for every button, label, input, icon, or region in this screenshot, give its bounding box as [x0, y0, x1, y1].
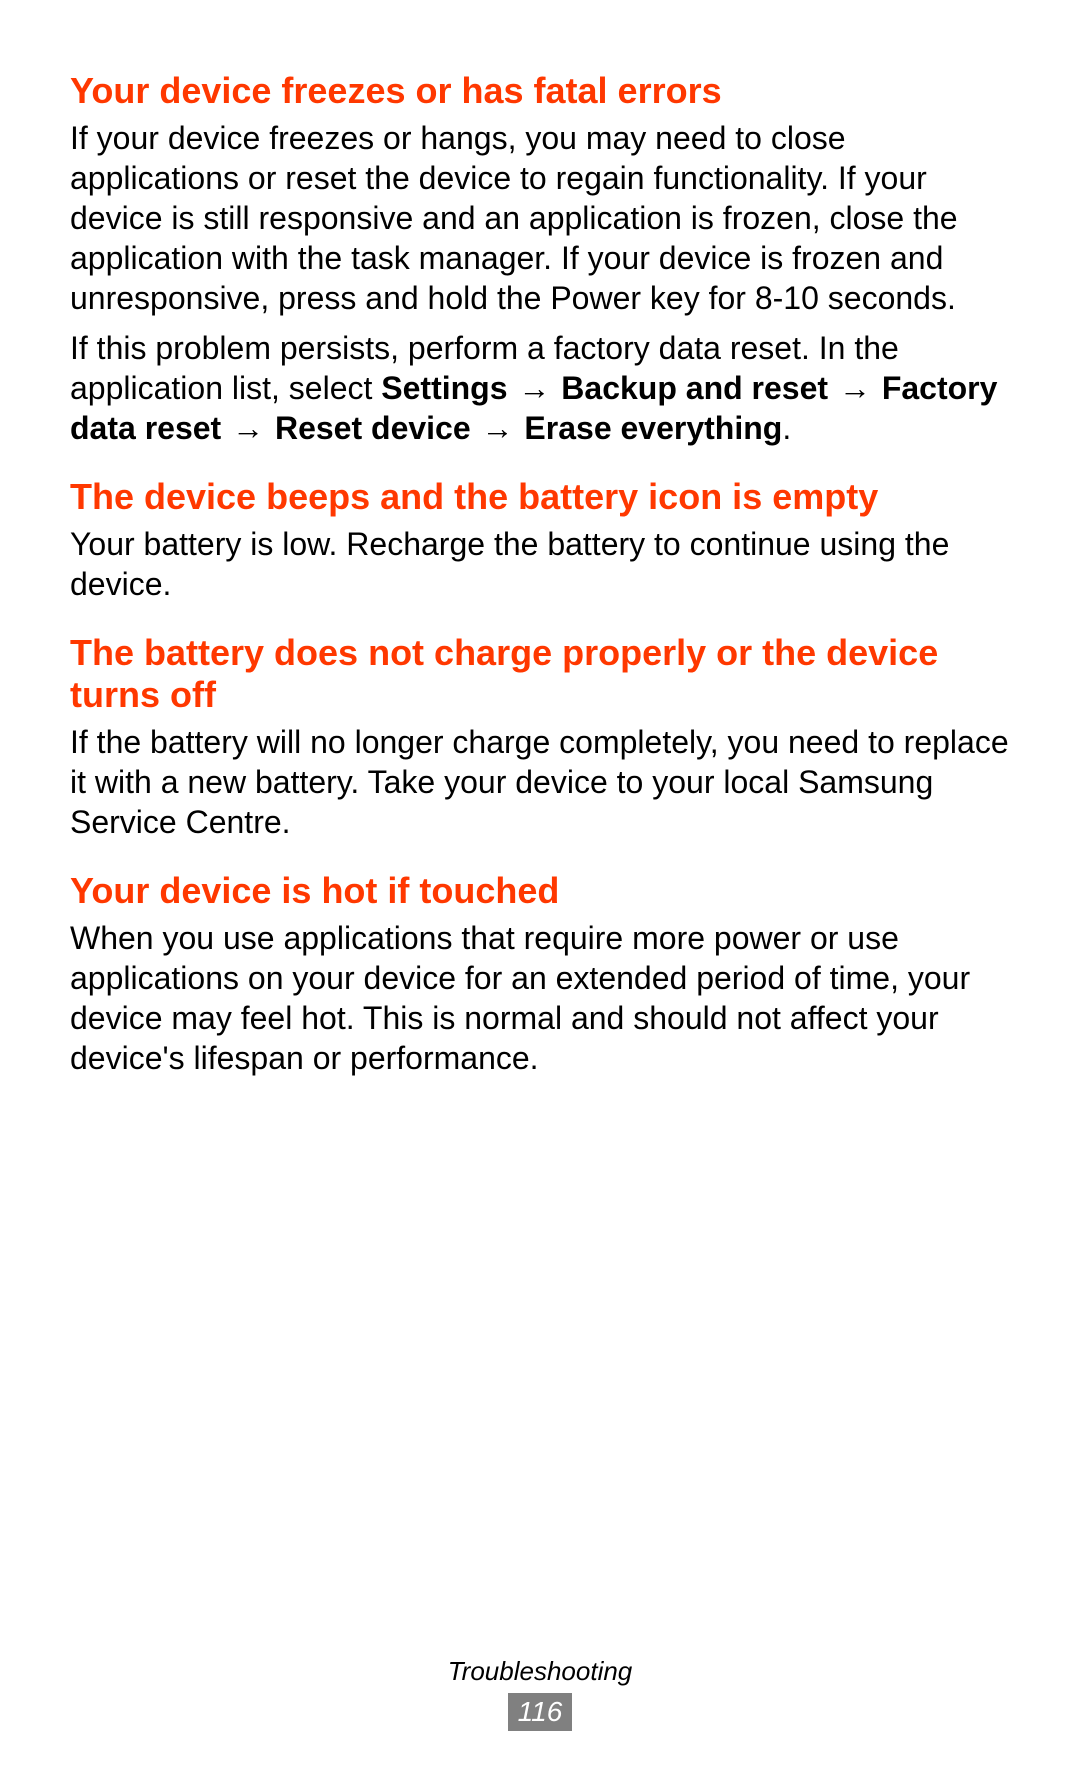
body-paragraph: If the battery will no longer charge com… — [70, 722, 1010, 842]
section-heading: The battery does not charge properly or … — [70, 632, 1010, 716]
arrow-icon: → — [516, 368, 552, 408]
arrow-icon: → — [837, 368, 873, 408]
text-run: Your battery is low. Recharge the batter… — [70, 526, 949, 602]
body-paragraph: Your battery is low. Recharge the batter… — [70, 524, 1010, 604]
page-content: Your device freezes or has fatal errors I… — [70, 70, 1010, 1078]
body-paragraph: If your device freezes or hangs, you may… — [70, 118, 1010, 318]
section-heading: Your device is hot if touched — [70, 870, 1010, 912]
text-run — [552, 370, 561, 406]
page-number-badge: 116 — [508, 1693, 573, 1731]
text-run: . — [782, 410, 791, 446]
page-footer: Troubleshooting 116 — [0, 1656, 1080, 1731]
text-run — [508, 370, 517, 406]
bold-run: Erase everything — [524, 410, 782, 446]
section-heading: Your device freezes or has fatal errors — [70, 70, 1010, 112]
text-run — [266, 410, 275, 446]
footer-section-name: Troubleshooting — [0, 1656, 1080, 1687]
section-heading: The device beeps and the battery icon is… — [70, 476, 1010, 518]
body-paragraph: If this problem persists, perform a fact… — [70, 328, 1010, 448]
bold-run: Settings — [381, 370, 507, 406]
text-run: If the battery will no longer charge com… — [70, 724, 1009, 840]
text-run: If your device freezes or hangs, you may… — [70, 120, 958, 316]
bold-run: Reset device — [275, 410, 471, 446]
text-run — [873, 370, 882, 406]
document-page: Your device freezes or has fatal errors I… — [0, 0, 1080, 1771]
text-run: When you use applications that require m… — [70, 920, 970, 1076]
text-run — [471, 410, 480, 446]
text-run — [221, 410, 230, 446]
body-paragraph: When you use applications that require m… — [70, 918, 1010, 1078]
text-run — [828, 370, 837, 406]
bold-run: Backup and reset — [561, 370, 828, 406]
arrow-icon: → — [230, 408, 266, 448]
arrow-icon: → — [480, 408, 516, 448]
